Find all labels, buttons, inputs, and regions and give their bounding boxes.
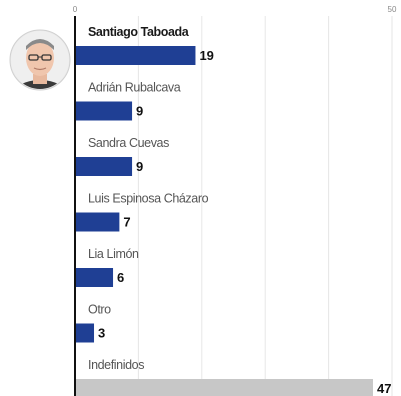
bar	[75, 268, 114, 287]
value-label: 6	[117, 270, 124, 285]
category-label: Sandra Cuevas	[88, 136, 169, 150]
value-label: 7	[123, 215, 130, 230]
category-label: Lia Limón	[88, 247, 139, 261]
bar	[75, 379, 373, 396]
category-label: Santiago Taboada	[88, 25, 190, 39]
bar	[75, 323, 95, 343]
tick-label: 50	[388, 5, 397, 14]
bar	[75, 157, 133, 176]
category-labels: Santiago Taboada Adrián Rubalcava Sandra C…	[88, 25, 209, 372]
avatar	[9, 29, 71, 91]
value-label: 47	[377, 381, 391, 396]
value-label: 9	[136, 159, 143, 174]
bar	[75, 46, 196, 65]
bar	[75, 101, 133, 121]
grid-lines	[137, 16, 393, 396]
category-label: Adrián Rubalcava	[88, 81, 181, 95]
bars	[75, 46, 373, 396]
value-label: 3	[98, 326, 105, 341]
tick-label: 0	[73, 5, 78, 14]
value-labels: 19 9 9 7 6 3 47	[98, 48, 391, 396]
value-label: 19	[199, 48, 213, 63]
bar	[75, 212, 120, 232]
value-label: 9	[136, 104, 143, 119]
category-label: Indefinidos	[88, 358, 144, 372]
category-label: Luis Espinosa Cházaro	[88, 192, 209, 206]
category-label: Otro	[88, 303, 111, 317]
tick-labels: 0 50	[73, 5, 397, 14]
